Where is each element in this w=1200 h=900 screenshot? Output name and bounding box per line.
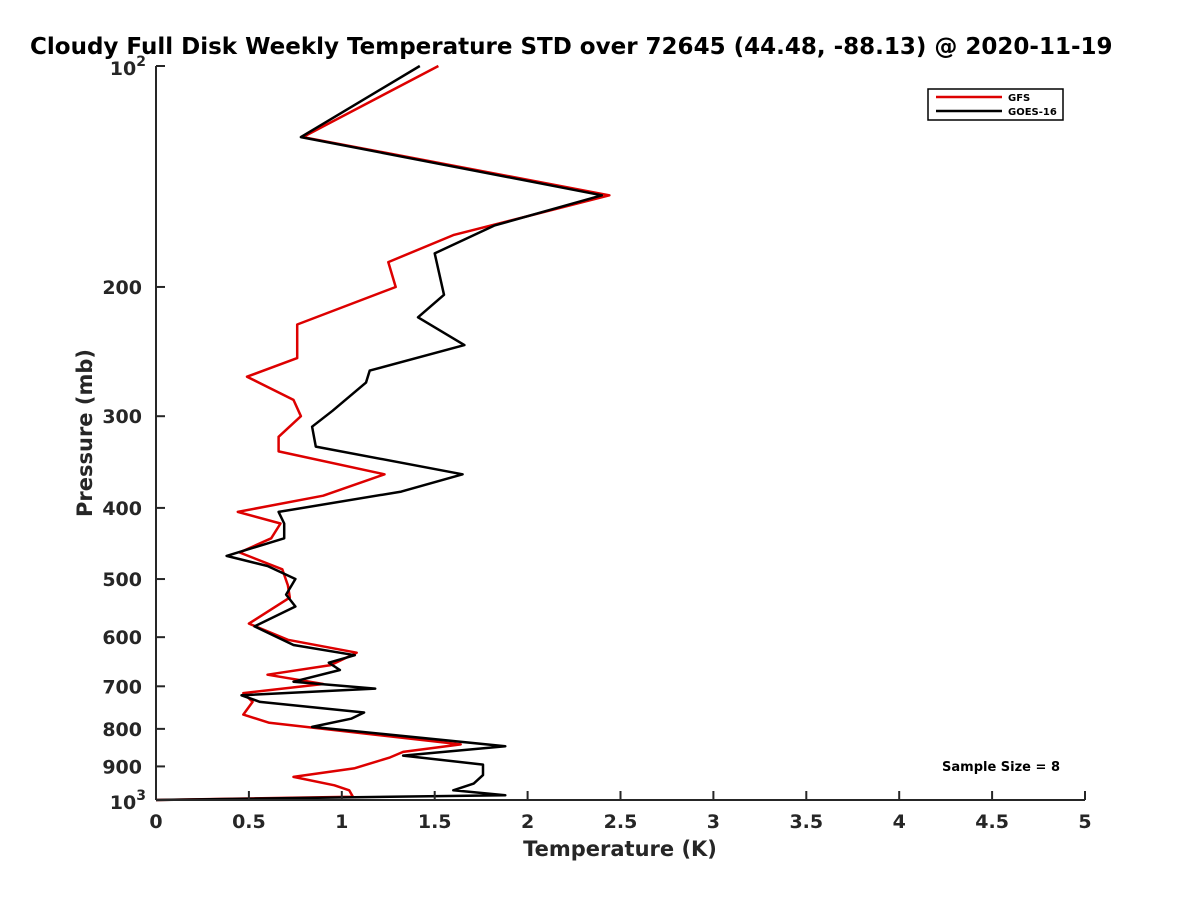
series-line-gfs [155,64,611,802]
x-tick-label: 3 [707,811,720,833]
y-tick-label: 300 [102,406,142,428]
legend-label-goes16: GOES-16 [1008,107,1057,118]
chart-title: Cloudy Full Disk Weekly Temperature STD … [30,34,1113,60]
y-tick-label: 102 [110,54,146,80]
x-axis-ticks: 0 0.5 1 1.5 2 2.5 3 3.5 4 4.5 5 [149,791,1092,833]
y-tick-label: 600 [102,627,142,649]
x-tick-label: 3.5 [789,811,823,833]
y-axis-label: Pressure (mb) [73,349,97,517]
y-axis-ticks: 102 200 300 400 500 600 700 800 900 103 [102,54,165,814]
legend-box [927,88,1064,121]
legend-label-gfs: GFS [1008,93,1030,104]
x-tick-label: 2.5 [604,811,638,833]
y-tick-label: 900 [102,756,142,778]
x-tick-label: 0 [149,811,162,833]
x-axis-label: Temperature (K) [523,837,717,861]
x-tick-label: 2 [521,811,534,833]
plot-area [155,64,611,802]
legend: GFS GOES-16 [927,88,1064,121]
x-tick-label: 5 [1078,811,1091,833]
y-tick-label: 103 [110,788,146,814]
x-tick-label: 4.5 [975,811,1009,833]
y-tick-label: 200 [102,277,142,299]
sample-size-annotation: Sample Size = 8 [942,760,1060,775]
x-tick-label: 0.5 [232,811,266,833]
y-tick-label: 700 [102,676,142,698]
y-tick-label: 400 [102,498,142,520]
x-tick-label: 1.5 [418,811,452,833]
x-tick-label: 1 [335,811,348,833]
y-tick-label: 800 [102,719,142,741]
series-line-goes16 [155,64,604,802]
x-tick-label: 4 [893,811,906,833]
y-tick-label: 500 [102,569,142,591]
